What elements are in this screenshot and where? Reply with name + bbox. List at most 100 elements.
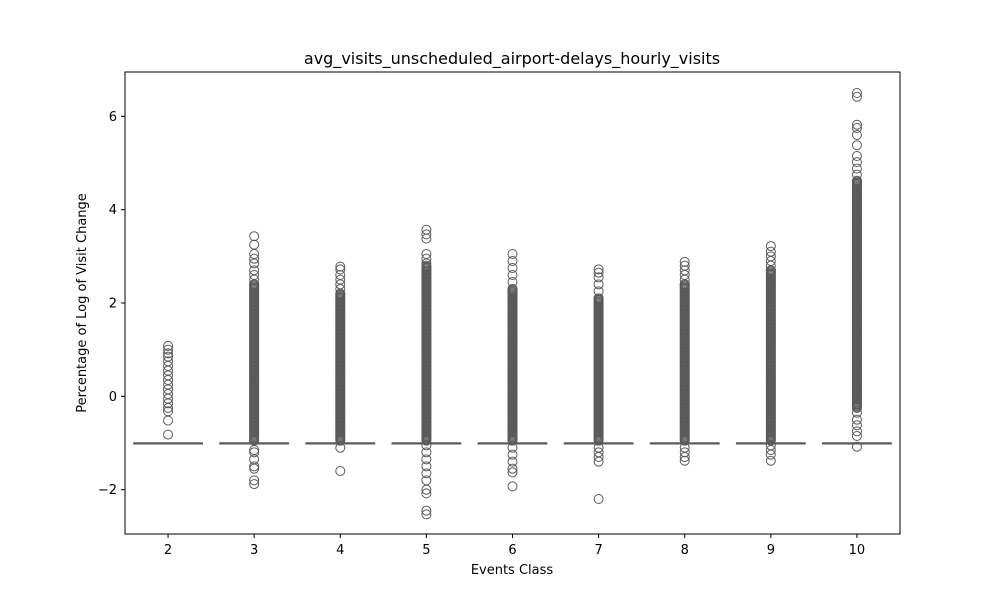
outlier-point [507, 249, 518, 259]
outlier-point [765, 449, 776, 460]
outlier-point [249, 479, 260, 490]
y-tick-label: 4 [109, 203, 117, 218]
outlier-point [679, 256, 690, 267]
x-tick-label: 2 [164, 543, 172, 558]
outlier-point [679, 274, 690, 285]
box-group-4 [305, 261, 376, 476]
outlier-point [421, 484, 432, 495]
outlier-point [851, 151, 862, 161]
box-group-10 [822, 88, 892, 452]
outlier-point [249, 279, 260, 290]
outlier-point [507, 449, 518, 460]
outlier-point [507, 256, 518, 266]
y-tick-label: 2 [109, 297, 117, 312]
outlier-point [421, 505, 432, 516]
box-group-2 [133, 340, 203, 445]
outlier-point [421, 454, 432, 465]
outlier-point [249, 253, 260, 264]
outlier-point [765, 265, 776, 276]
outlier-point [249, 447, 260, 458]
x-tick-label: 3 [250, 543, 258, 558]
outlier-point [593, 267, 604, 278]
outlier-point [851, 130, 862, 140]
outlier-point [335, 284, 346, 294]
outlier-point [593, 452, 604, 462]
x-tick-label: 4 [336, 543, 344, 558]
outlier-point [421, 509, 432, 520]
x-axis: 2 3 4 5 6 7 8 9 10 [164, 534, 865, 558]
outlier-point [851, 441, 862, 452]
outlier-point [851, 426, 862, 437]
outlier-point [507, 463, 518, 474]
plot-area [133, 88, 892, 520]
outlier-point [335, 261, 346, 272]
outlier-point [249, 239, 260, 250]
chart-title: avg_visits_unscheduled_airport-delays_ho… [304, 49, 720, 69]
outlier-point [163, 398, 174, 409]
outlier-point [851, 157, 862, 168]
outlier-point [421, 488, 432, 499]
outlier-point [851, 163, 862, 174]
outlier-point [765, 241, 776, 252]
outlier-point [851, 407, 862, 418]
outlier-point [679, 279, 690, 290]
outlier-point [507, 467, 518, 478]
outlier-point [163, 348, 174, 359]
outlier-point [507, 277, 518, 287]
outlier-point [249, 258, 260, 269]
y-tick-label: −2 [98, 483, 117, 498]
x-tick-label: 8 [681, 543, 689, 558]
outlier-point [507, 284, 518, 294]
outlier-point [163, 403, 174, 413]
outlier-point [851, 119, 862, 130]
outlier-point [163, 429, 174, 440]
outlier-point [851, 123, 862, 133]
x-tick-label: 7 [594, 543, 602, 558]
outlier-point [851, 175, 862, 186]
outlier-point [765, 260, 776, 271]
outlier-point [507, 481, 518, 492]
outlier-point [421, 233, 432, 244]
outlier-point [679, 452, 690, 462]
box-group-9 [735, 241, 806, 466]
outlier-point [851, 420, 862, 431]
x-axis-label: Events Class [471, 563, 554, 578]
x-tick-label: 6 [508, 543, 516, 558]
outlier-point [851, 88, 862, 98]
y-tick-label: 6 [109, 110, 117, 125]
outlier-point [335, 264, 346, 275]
outlier-point [679, 447, 690, 458]
outlier-point [421, 468, 432, 479]
outlier-point [593, 279, 604, 290]
x-tick-label: 5 [422, 543, 430, 558]
outlier-point [421, 260, 432, 271]
outlier-point [249, 461, 260, 472]
outlier-point [593, 494, 604, 504]
outlier-point [507, 270, 518, 280]
y-tick-label: 0 [109, 390, 117, 405]
outlier-point [249, 274, 260, 285]
y-axis-label: Percentage of Log of Visit Change [75, 193, 90, 413]
outlier-point [593, 286, 604, 297]
outlier-point [335, 288, 346, 299]
box-group-3 [219, 231, 290, 490]
outlier-point [851, 140, 862, 151]
outlier-point [507, 263, 518, 273]
outlier-point [851, 431, 862, 441]
outlier-point [421, 475, 432, 486]
x-tick-label: 9 [767, 543, 775, 558]
box-group-8 [649, 256, 720, 466]
outlier-point [593, 456, 604, 467]
outlier-point [765, 455, 776, 466]
box-group-6 [477, 249, 548, 492]
outlier-point [421, 440, 432, 451]
outlier-point [421, 447, 432, 458]
outlier-point [679, 455, 690, 466]
outlier-point [421, 258, 432, 269]
box-group-7 [563, 264, 634, 504]
outlier-point [421, 229, 432, 240]
outlier-point [593, 264, 604, 275]
outlier-point [507, 456, 518, 467]
outlier-point [163, 340, 174, 351]
